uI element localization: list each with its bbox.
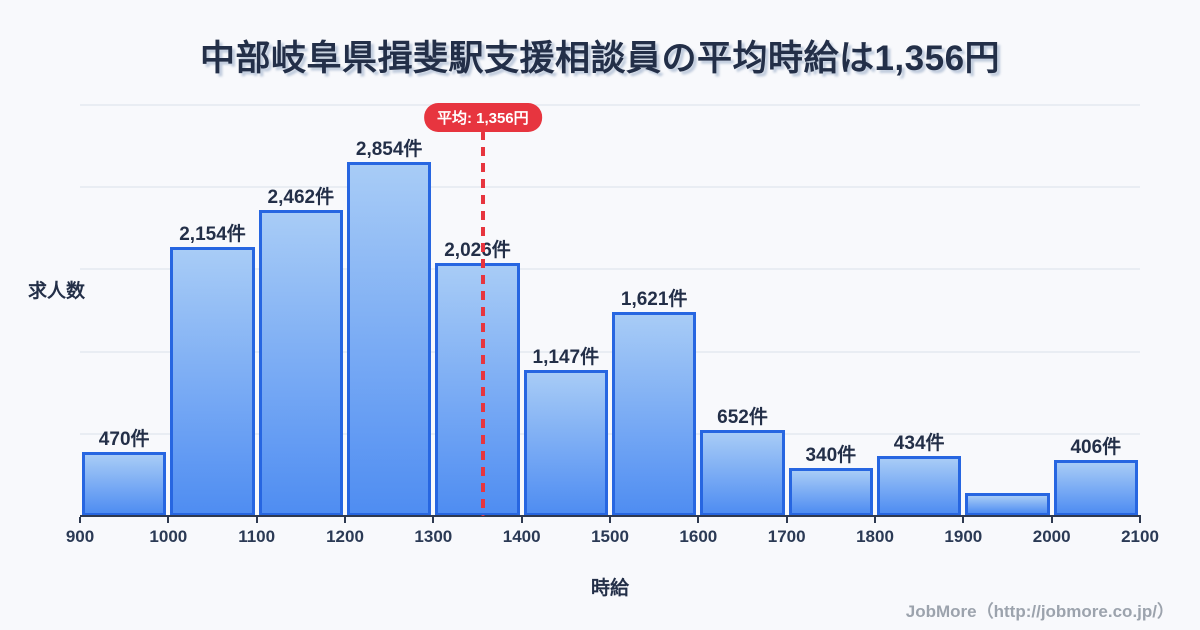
x-tick-label: 1200 (326, 527, 364, 546)
x-tick-label: 1900 (944, 527, 983, 546)
bar-value-label: 434件 (893, 433, 945, 454)
bar-value-label: 2,026件 (444, 240, 511, 261)
histogram-bar (347, 162, 432, 516)
x-tick-label: 1600 (679, 527, 718, 546)
gridline (80, 433, 1140, 435)
x-axis-tick (344, 517, 346, 523)
average-badge: 平均: 1,356円 (423, 103, 542, 132)
x-axis-tick (1050, 517, 1053, 523)
x-axis-title: 時給 (590, 578, 630, 599)
x-axis-tick (167, 517, 170, 523)
bar-value-label: 2,462件 (267, 187, 335, 208)
histogram-bar (82, 452, 167, 516)
x-tick-label: 900 (65, 527, 95, 546)
x-tick-label: 1300 (414, 527, 453, 546)
x-axis-tick (874, 517, 876, 523)
x-axis-tick (1139, 517, 1141, 523)
x-tick-label: 1400 (502, 527, 541, 546)
histogram-bar (258, 210, 343, 516)
histogram-bar (965, 493, 1050, 516)
average-line (480, 131, 485, 516)
x-tick-label: 2100 (1121, 527, 1159, 546)
histogram-bar (700, 430, 785, 516)
x-axis-tick (79, 517, 81, 523)
x-axis-tick (609, 517, 611, 523)
bar-value-label: 340件 (805, 445, 857, 466)
histogram-bar (435, 263, 520, 516)
bar-value-label: 1,621件 (620, 289, 688, 310)
histogram-bar (612, 312, 697, 516)
histogram-bar (523, 370, 608, 516)
bar-value-label: 2,854件 (355, 139, 423, 160)
histogram-bar (877, 456, 962, 516)
histogram-bar (170, 247, 255, 516)
x-axis-line (80, 515, 1141, 517)
gridline (80, 186, 1140, 188)
x-tick-label: 2000 (1032, 527, 1071, 546)
bar-value-label: 470件 (98, 429, 150, 450)
x-tick-label: 1500 (591, 527, 629, 546)
histogram-bar (1053, 460, 1138, 516)
x-axis-tick (785, 517, 788, 523)
gridline (80, 268, 1140, 270)
x-tick-label: 1000 (149, 527, 188, 546)
x-axis-tick (697, 517, 700, 523)
histogram-bar (788, 468, 873, 516)
bar-value-label: 652件 (717, 407, 768, 428)
bar-value-label: 1,147件 (532, 347, 600, 368)
x-tick-label: 1800 (856, 527, 894, 546)
y-axis-title: 求人数 (28, 281, 86, 302)
x-axis-tick (255, 517, 258, 523)
x-tick-label: 1100 (238, 527, 276, 546)
x-axis-tick (520, 517, 523, 523)
x-axis-tick (962, 517, 965, 523)
footer-credit: JobMore（http://jobmore.co.jp/） (905, 602, 1174, 621)
x-axis-tick (432, 517, 435, 523)
page-title: 中部岐阜県揖斐駅支援相談員の平均時給は1,356円 (199, 39, 1001, 78)
x-tick-label: 1700 (767, 527, 806, 546)
bar-value-label: 406件 (1070, 437, 1122, 458)
bar-value-label: 2,154件 (179, 224, 246, 245)
gridline (80, 104, 1140, 106)
gridline (80, 351, 1140, 353)
